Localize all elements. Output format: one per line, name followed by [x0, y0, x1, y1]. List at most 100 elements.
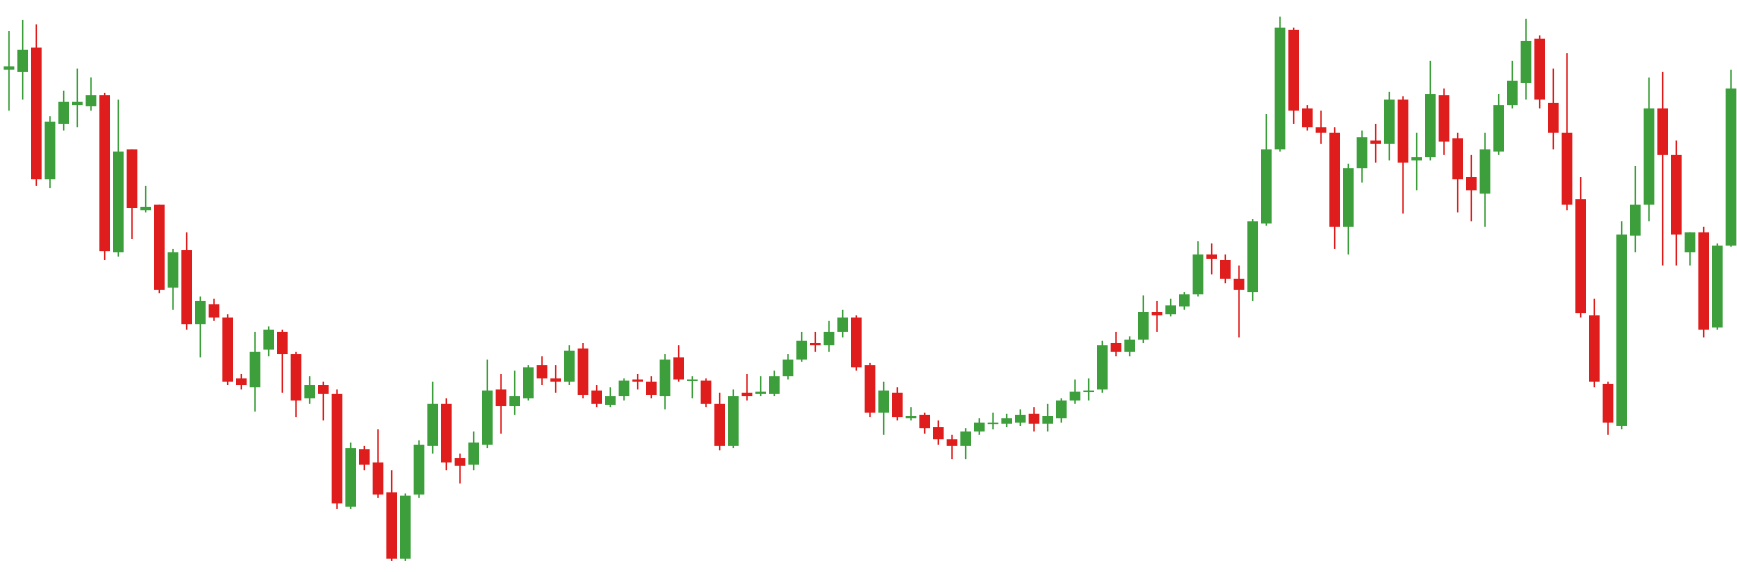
candle-body: [331, 393, 343, 504]
candle-body: [1015, 414, 1026, 423]
candle-body: [1220, 260, 1231, 279]
candle-body: [1671, 154, 1682, 235]
candle-body: [796, 340, 807, 360]
candle-body: [236, 378, 247, 386]
candle-body: [482, 390, 493, 445]
candle-body: [673, 357, 684, 380]
candle-body: [1192, 254, 1204, 295]
candle-body: [810, 342, 821, 346]
candle-body: [441, 403, 452, 463]
candle-body: [509, 396, 520, 407]
candle-body: [290, 354, 302, 401]
candle-body: [1001, 418, 1012, 424]
candle-body: [372, 462, 384, 495]
candle-body: [1466, 177, 1477, 191]
candle-body: [837, 317, 848, 332]
candle-body: [1110, 342, 1122, 352]
candle-body: [782, 359, 794, 377]
candle-body: [113, 151, 124, 253]
candle-body: [167, 252, 179, 288]
candle-body: [1288, 29, 1299, 111]
candle-body: [1397, 99, 1409, 163]
candle-body: [591, 390, 602, 404]
candle-body: [919, 414, 930, 429]
candle-body: [1575, 199, 1586, 314]
candle-body: [755, 391, 766, 394]
candle-body: [1534, 38, 1545, 100]
candle-body: [1520, 40, 1532, 83]
candle-body: [577, 348, 589, 395]
candle-body: [495, 389, 507, 407]
candle-body: [714, 403, 725, 446]
candle-body: [851, 317, 862, 368]
candle-body: [1452, 138, 1463, 180]
candle-body: [1083, 390, 1094, 393]
candle-body: [249, 351, 261, 388]
candle-body: [1056, 400, 1067, 419]
candle-body: [946, 439, 958, 446]
candle-body: [454, 458, 466, 466]
candle-body: [1438, 95, 1450, 142]
candle-body: [1356, 137, 1368, 169]
candle-body: [1097, 345, 1108, 390]
candle-body: [1151, 312, 1163, 316]
candle-body: [1274, 27, 1286, 150]
candle-body: [208, 304, 220, 318]
candle-body: [1165, 305, 1176, 315]
candle-body: [44, 121, 56, 180]
candle-body: [140, 206, 151, 211]
candle-body: [1616, 234, 1627, 426]
candle-body: [17, 49, 28, 72]
candle-body: [1384, 99, 1395, 144]
candle-body: [1028, 413, 1040, 424]
candle-body: [1657, 108, 1668, 155]
candle-body: [700, 380, 712, 404]
candle-body: [72, 101, 83, 106]
candle-body: [1698, 232, 1709, 330]
candle-body: [823, 331, 835, 346]
candle-body: [905, 416, 917, 419]
candle-body: [413, 444, 425, 495]
candle-body: [85, 95, 97, 107]
candle-body: [1315, 127, 1327, 133]
candle-body: [550, 378, 561, 382]
candle-body: [646, 381, 657, 395]
candle-body: [1561, 132, 1573, 205]
candle-body: [1233, 278, 1245, 290]
candle-body: [741, 392, 753, 397]
candle-body: [263, 329, 274, 350]
candle-body: [126, 149, 138, 208]
candle-body: [31, 47, 42, 180]
candle-body: [1725, 88, 1737, 246]
candle-body: [1507, 80, 1518, 106]
candle-body: [1589, 315, 1600, 382]
candle-body: [359, 449, 370, 465]
candle-body: [1343, 168, 1354, 227]
candle-body: [222, 317, 233, 382]
candle-body: [304, 385, 315, 399]
candle-body: [1179, 294, 1190, 307]
candle-body: [864, 365, 876, 413]
candle-body: [1425, 94, 1436, 158]
candle-body: [987, 422, 999, 425]
candle-body: [58, 101, 69, 124]
candle-body: [3, 66, 15, 70]
candle-body: [687, 379, 698, 381]
candle-body: [974, 422, 985, 432]
candle-body: [523, 367, 534, 399]
candle-body: [1411, 157, 1422, 161]
candle-body: [605, 396, 616, 405]
candle-body: [277, 331, 288, 355]
candle-body: [468, 442, 479, 465]
candle-body: [181, 250, 192, 325]
candle-body: [154, 204, 165, 290]
candle-body: [99, 95, 110, 252]
candle-body: [1602, 383, 1614, 423]
candle-body: [769, 376, 780, 394]
candle-body: [1370, 140, 1381, 144]
candle-body: [933, 427, 944, 440]
candle-body: [1329, 132, 1340, 227]
candle-body: [1493, 105, 1504, 152]
candle-body: [400, 495, 411, 559]
